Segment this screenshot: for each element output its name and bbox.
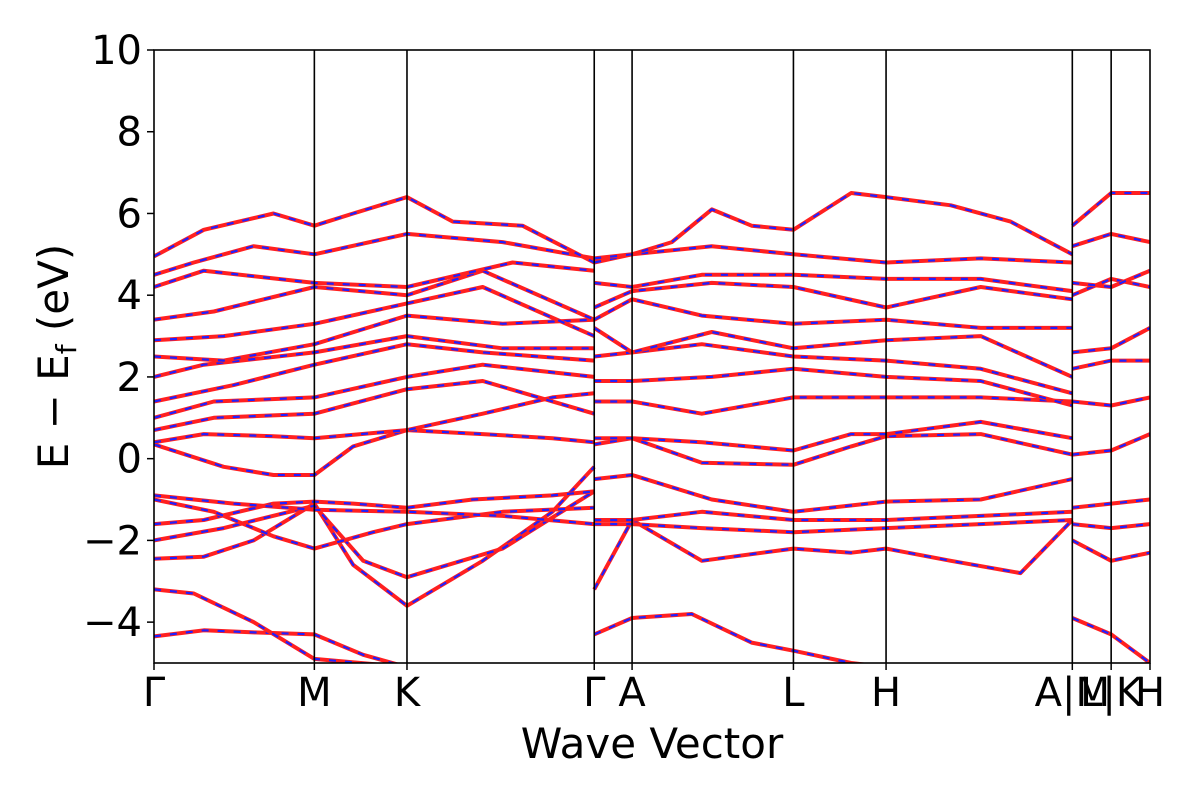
- band-dashed-39: [1072, 433, 1150, 456]
- band-dashed-4: [154, 490, 595, 526]
- band-line-14: [154, 285, 596, 343]
- band-line-19: [593, 612, 869, 663]
- band-line-33: [593, 244, 1073, 265]
- band-line-22: [594, 509, 1073, 522]
- band-dashed-24: [594, 432, 1073, 466]
- band-dashed-7: [154, 428, 595, 477]
- band-dashed-15: [154, 269, 595, 321]
- y-tick-label-5: 6: [117, 191, 142, 237]
- band-dashed-10: [154, 363, 595, 419]
- band-dashed-41: [1072, 359, 1150, 370]
- x-tick-label-0: Γ: [143, 670, 166, 716]
- x-tick-label-1: M: [297, 670, 332, 716]
- band-dashed-1: [154, 588, 374, 663]
- band-line-34: [593, 191, 1074, 261]
- band-line-23: [593, 473, 1073, 514]
- band-dashed-43: [1071, 277, 1150, 297]
- band-dashed-17: [154, 232, 595, 276]
- plot-frame: [153, 49, 1151, 664]
- band-dashed-14: [154, 285, 595, 342]
- y-tick-label-6: 8: [117, 110, 142, 156]
- band-dashed-37: [1072, 523, 1150, 530]
- y-tick-label-3: 2: [117, 355, 142, 401]
- y-tick-label-2: 0: [117, 437, 142, 483]
- x-ticks: Γ M K Γ A L H A|ML|KH: [143, 663, 1165, 716]
- band-dashed-2: [154, 466, 596, 608]
- band-dashed-36: [1071, 539, 1150, 562]
- band-dashed-25: [594, 420, 1073, 452]
- band-dashed-29: [593, 326, 1073, 378]
- band-line-16: [154, 260, 595, 289]
- band-dashed-16: [154, 261, 595, 289]
- band-dashed-42: [1072, 326, 1150, 354]
- band-dashed-44: [1072, 269, 1150, 289]
- y-axis-label: E − Ef (eV): [29, 244, 83, 470]
- band-dashed-11: [154, 343, 595, 403]
- x-tick-label-4: A: [618, 670, 646, 716]
- band-dashed-0: [154, 629, 397, 663]
- bands-layer: [154, 191, 1150, 663]
- x-tick-label-5: L: [782, 670, 805, 716]
- x-tick-label-3: Γ: [583, 670, 606, 716]
- band-dashed-18: [154, 195, 595, 264]
- band-line-18: [154, 195, 596, 265]
- band-dashed-13: [154, 314, 595, 362]
- y-ticks: −4 −2 0 2 4 6 8 10: [83, 28, 154, 646]
- y-axis-label-prefix: E − E: [29, 354, 78, 469]
- band-line-30: [593, 297, 1073, 330]
- x-tick-label-8: L|K: [1080, 670, 1144, 716]
- x-axis-label: Wave Vector: [521, 719, 784, 768]
- band-dashed-34: [594, 191, 1073, 260]
- y-tick-label-0: −4: [83, 600, 142, 646]
- x-tick-label-6: H: [871, 670, 901, 716]
- band-line-26: [594, 395, 1073, 416]
- band-dashed-45: [1071, 232, 1150, 248]
- band-dashed-3: [154, 490, 595, 579]
- y-axis-label-subscript: f: [50, 343, 83, 354]
- x-tick-label-9: H: [1135, 670, 1165, 716]
- y-tick-label-4: 4: [117, 273, 142, 319]
- band-line-0: [154, 628, 400, 663]
- band-dashed-6: [154, 494, 595, 526]
- y-tick-label-7: 10: [91, 28, 142, 74]
- band-dashed-38: [1072, 498, 1150, 509]
- y-axis-label-suffix: (eV): [29, 244, 78, 345]
- band-dashed-5: [154, 498, 595, 550]
- x-tick-label-7: A|M: [1035, 670, 1110, 716]
- band-dashed-20: [593, 518, 1074, 590]
- band-dashed-12: [154, 334, 595, 378]
- band-dashed-9: [154, 379, 595, 432]
- x-tick-label-2: K: [394, 670, 422, 716]
- band-line-29: [593, 326, 1074, 379]
- y-tick-label-1: −2: [83, 518, 142, 564]
- band-line-2: [154, 465, 596, 608]
- band-dashed-40: [1072, 396, 1150, 407]
- kpath-lines-layer: [313, 50, 1112, 663]
- band-line-10: [154, 362, 595, 420]
- band-line-25: [594, 419, 1073, 453]
